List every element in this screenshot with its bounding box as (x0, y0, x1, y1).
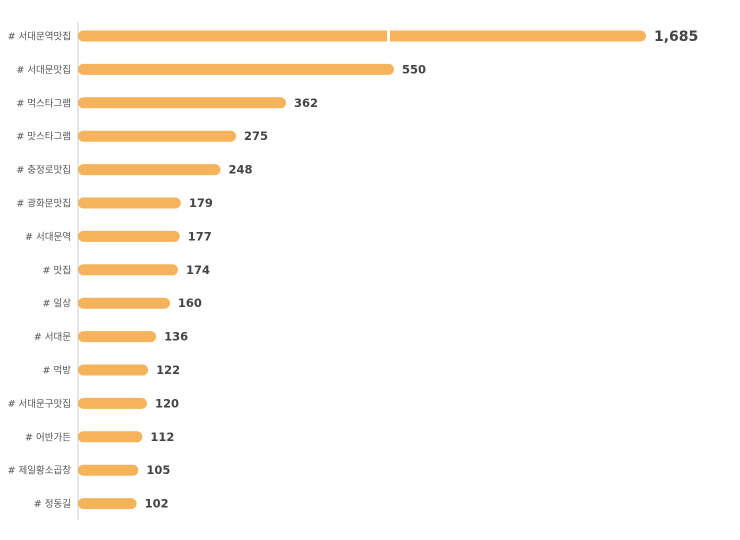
value-label: 1,685 (654, 29, 698, 45)
value-label: 136 (164, 330, 188, 344)
bar (78, 264, 178, 276)
category-label: # 서대문역 (25, 232, 71, 243)
bar (78, 197, 181, 209)
value-label: 112 (150, 430, 174, 444)
category-label: # 정동길 (34, 498, 71, 510)
value-label: 179 (189, 196, 213, 210)
value-label: 174 (186, 263, 210, 277)
bar (78, 130, 236, 142)
bar (78, 164, 221, 176)
bar (78, 397, 147, 409)
value-label: 105 (146, 463, 170, 477)
value-label: 248 (228, 163, 252, 177)
category-label: # 어반가든 (25, 432, 71, 443)
bar (78, 498, 137, 510)
bar (78, 431, 143, 443)
category-label: # 먹방 (43, 366, 72, 377)
bar (78, 331, 157, 343)
axis-break-gap (387, 29, 390, 43)
category-label: # 서대문맛집 (16, 64, 71, 76)
category-label: # 먹스타그램 (16, 97, 71, 109)
value-label: 160 (178, 296, 202, 310)
bar (78, 97, 286, 109)
category-label: # 충정로맛집 (16, 164, 71, 176)
category-label: # 일상 (43, 299, 72, 310)
value-label: 102 (145, 497, 169, 511)
bar (78, 230, 180, 242)
category-label: # 서대문구맛집 (8, 398, 71, 410)
category-label: # 서대문역맛집 (8, 31, 71, 43)
category-label: # 서대문 (34, 332, 71, 343)
category-label: # 광화문맛집 (16, 198, 71, 210)
bar (78, 464, 139, 476)
bar (78, 364, 149, 376)
bar (78, 30, 646, 42)
value-label: 362 (294, 96, 318, 110)
value-label: 120 (155, 396, 179, 410)
category-label: # 맛집 (43, 264, 71, 276)
bar (78, 297, 170, 309)
category-label: # 제일황소곱창 (8, 466, 72, 477)
value-label: 122 (156, 363, 180, 377)
value-label: 177 (188, 229, 212, 243)
bar (78, 63, 394, 75)
value-label: 275 (244, 129, 268, 143)
value-label: 550 (402, 62, 426, 76)
category-label: # 맛스타그램 (16, 131, 71, 143)
